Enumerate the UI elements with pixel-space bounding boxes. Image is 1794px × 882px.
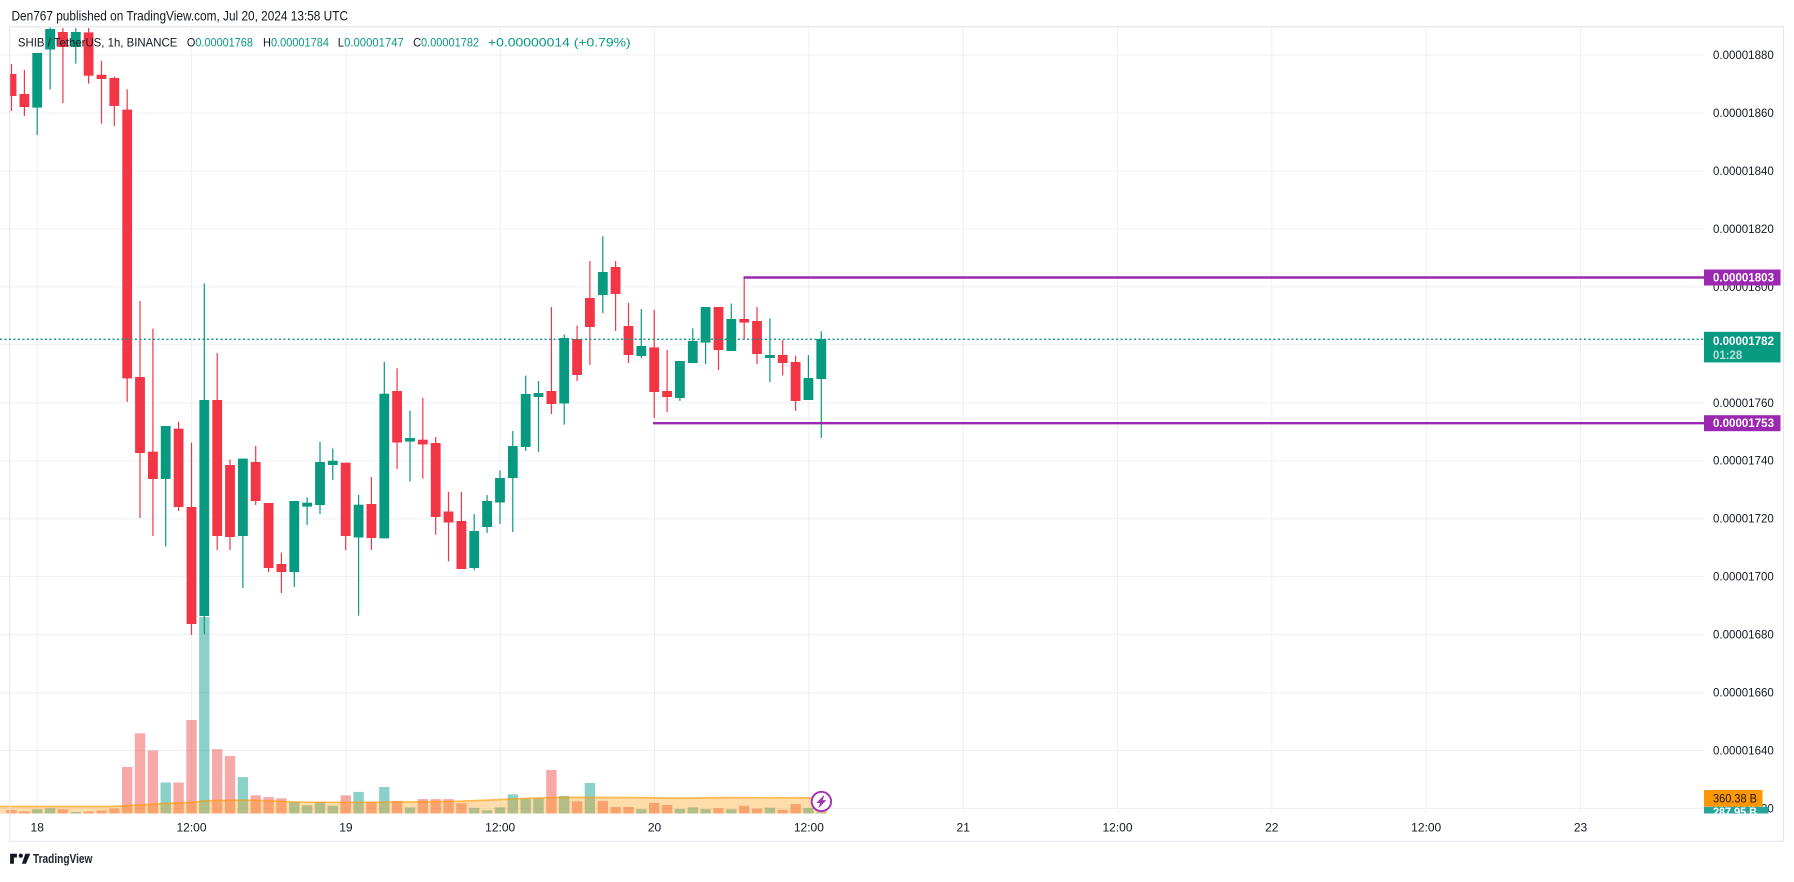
svg-text:O0.00001768: O0.00001768 (187, 36, 253, 50)
svg-text:12:00: 12:00 (794, 821, 824, 835)
svg-text:SHIB / TetherUS, 1h, BINANCE: SHIB / TetherUS, 1h, BINANCE (18, 36, 177, 50)
svg-text:12:00: 12:00 (1411, 821, 1441, 835)
svg-text:0.00001782: 0.00001782 (1713, 336, 1774, 348)
svg-text:0.00001720: 0.00001720 (1713, 514, 1774, 526)
svg-text:0.00001740: 0.00001740 (1713, 456, 1774, 468)
svg-text:0.00001680: 0.00001680 (1713, 630, 1774, 642)
svg-text:0.00001803: 0.00001803 (1713, 273, 1774, 285)
svg-text:0.00001880: 0.00001880 (1713, 50, 1774, 62)
svg-text:0.00001700: 0.00001700 (1713, 572, 1774, 584)
svg-text:+0.00000014 (+0.79%): +0.00000014 (+0.79%) (488, 36, 631, 50)
svg-text:0.00001660: 0.00001660 (1713, 688, 1774, 700)
svg-text:H0.00001784: H0.00001784 (263, 36, 329, 50)
svg-text:C0.00001782: C0.00001782 (413, 36, 479, 50)
svg-text:0.00001820: 0.00001820 (1713, 224, 1774, 236)
svg-text:360.38 B: 360.38 B (1713, 794, 1757, 806)
svg-text:23: 23 (1574, 821, 1588, 835)
svg-text:0.00001860: 0.00001860 (1713, 108, 1774, 120)
svg-text:01:28: 01:28 (1713, 350, 1743, 362)
svg-text:19: 19 (339, 821, 353, 835)
svg-text:287.95 B: 287.95 B (1713, 807, 1757, 819)
svg-text:22: 22 (1265, 821, 1279, 835)
svg-text:21: 21 (957, 821, 971, 835)
svg-text:0.00001760: 0.00001760 (1713, 398, 1774, 410)
svg-text:L0.00001747: L0.00001747 (338, 36, 404, 50)
svg-text:12:00: 12:00 (1102, 821, 1132, 835)
svg-text:12:00: 12:00 (485, 821, 515, 835)
svg-text:12:00: 12:00 (176, 821, 206, 835)
svg-text:0.00001840: 0.00001840 (1713, 166, 1774, 178)
svg-text:Den767 published on TradingVie: Den767 published on TradingView.com, Jul… (12, 7, 349, 23)
svg-text:TradingView: TradingView (33, 851, 92, 866)
svg-text:0.00001753: 0.00001753 (1713, 418, 1774, 430)
svg-text:0.00001640: 0.00001640 (1713, 746, 1774, 758)
svg-text:20: 20 (648, 821, 662, 835)
svg-text:18: 18 (31, 821, 45, 835)
